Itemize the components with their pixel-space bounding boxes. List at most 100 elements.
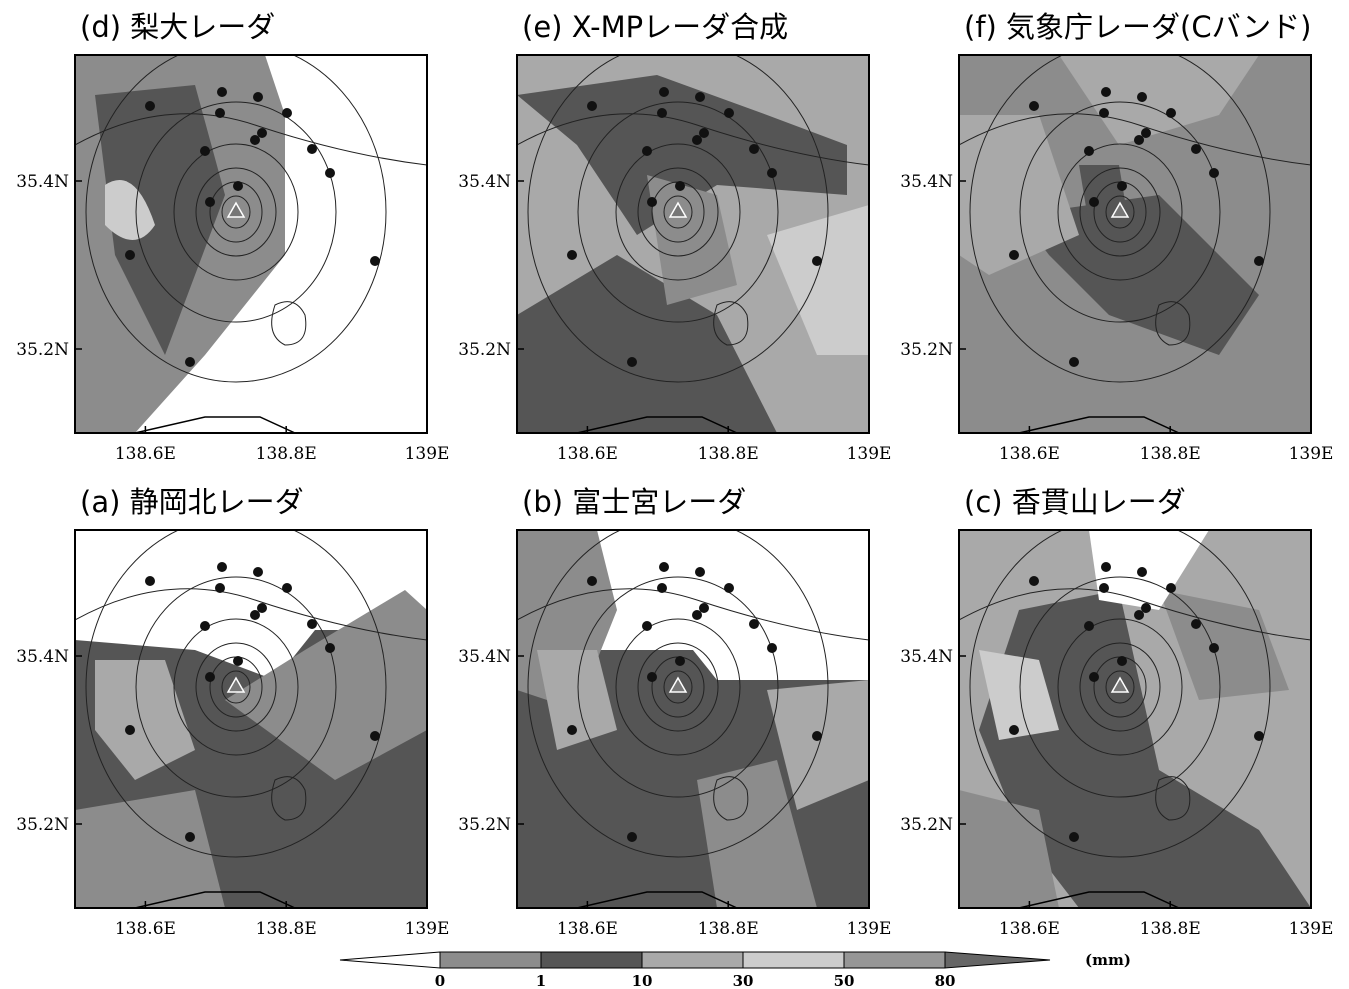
station [1069,832,1079,842]
y-tick-label: 35.2N [458,815,511,835]
contour [1057,143,1183,281]
map-panel: (b) 富士宮レーダ 138.6E 138.8E 139E 35.4N 35.2N [458,485,891,939]
contour [1019,576,1221,798]
station [587,101,597,111]
map-panel: (f) 気象庁レーダ(Cバンド) 138.6E 138.8E 139E 35.4N 35.… [900,10,1333,464]
station [185,832,195,842]
station [1191,144,1201,154]
station [749,144,759,154]
contour [221,670,251,704]
station [253,92,263,102]
station [587,576,597,586]
station [1029,101,1039,111]
panel-title: (e) X-MPレーダ合成 [522,10,788,44]
station [1254,256,1264,266]
station [1141,603,1151,613]
y-tick-label: 35.4N [458,647,511,667]
precip-area [959,790,1059,908]
y-tick-label: 35.4N [16,172,69,192]
map-field [517,55,869,433]
contour [577,576,779,798]
contour [85,530,387,858]
contour [135,576,337,798]
station [282,108,292,118]
map-frame [958,529,1312,909]
station [724,583,734,593]
contour [1155,776,1191,821]
x-tick-label: 139E [847,444,892,464]
station [250,610,260,620]
contour [75,588,427,641]
station [659,87,669,97]
station [370,731,380,741]
contour [969,530,1271,858]
station [325,168,335,178]
contour [577,101,779,323]
station [253,567,263,577]
station [1099,583,1109,593]
contour [517,113,869,166]
station [282,583,292,593]
prefecture-border [134,416,296,433]
x-tick-label: 138.6E [115,444,176,464]
contour [1155,301,1191,346]
y-tick-label: 35.4N [458,172,511,192]
station [642,146,652,156]
x-tick-label: 138.6E [115,919,176,939]
colorbar-label: 1 [536,972,546,989]
station [257,603,267,613]
x-tick-label: 138.6E [557,919,618,939]
map-frame [74,529,428,909]
station [307,619,317,629]
station [1117,181,1127,191]
station [699,128,709,138]
contour [1079,642,1161,732]
contour [663,195,693,229]
station [217,87,227,97]
map-field [517,530,869,908]
station [1089,672,1099,682]
precip-area [95,85,225,355]
panel-title: (c) 香貫山レーダ [964,485,1186,519]
station [1069,357,1079,367]
prefecture-border [576,416,738,433]
station [205,197,215,207]
contour [959,113,1311,166]
station [749,619,759,629]
y-tick-label: 35.4N [900,172,953,192]
x-tick-label: 138.8E [698,919,759,939]
precip-area [517,75,847,235]
contour [1019,101,1221,323]
panel-title: (f) 気象庁レーダ(Cバンド) [964,10,1311,44]
y-tick-label: 35.2N [900,340,953,360]
station [185,357,195,367]
station [1099,108,1109,118]
precip-area [1059,55,1259,145]
station [200,621,210,631]
y-tick-label: 35.4N [16,647,69,667]
x-tick-label: 139E [847,919,892,939]
colorbar-unit: (mm) [1085,951,1131,969]
station [1141,128,1151,138]
map-panel: (c) 香貫山レーダ 138.6E 138.8E 139E 35.4N 35.2N [900,485,1333,939]
station [200,146,210,156]
map-field [75,530,427,908]
x-tick-label: 139E [405,444,450,464]
station [125,250,135,260]
station [1089,197,1099,207]
station [695,92,705,102]
contour [713,301,749,346]
station [567,250,577,260]
colorbar-extend-high [944,951,1051,969]
station [767,643,777,653]
station [692,610,702,620]
station [217,562,227,572]
station [1117,656,1127,666]
station [215,583,225,593]
station [250,135,260,145]
map-frame [516,529,870,909]
precip-area [767,680,869,810]
station [1166,108,1176,118]
precip-area [577,530,869,680]
colorbar-label: 30 [733,972,754,989]
